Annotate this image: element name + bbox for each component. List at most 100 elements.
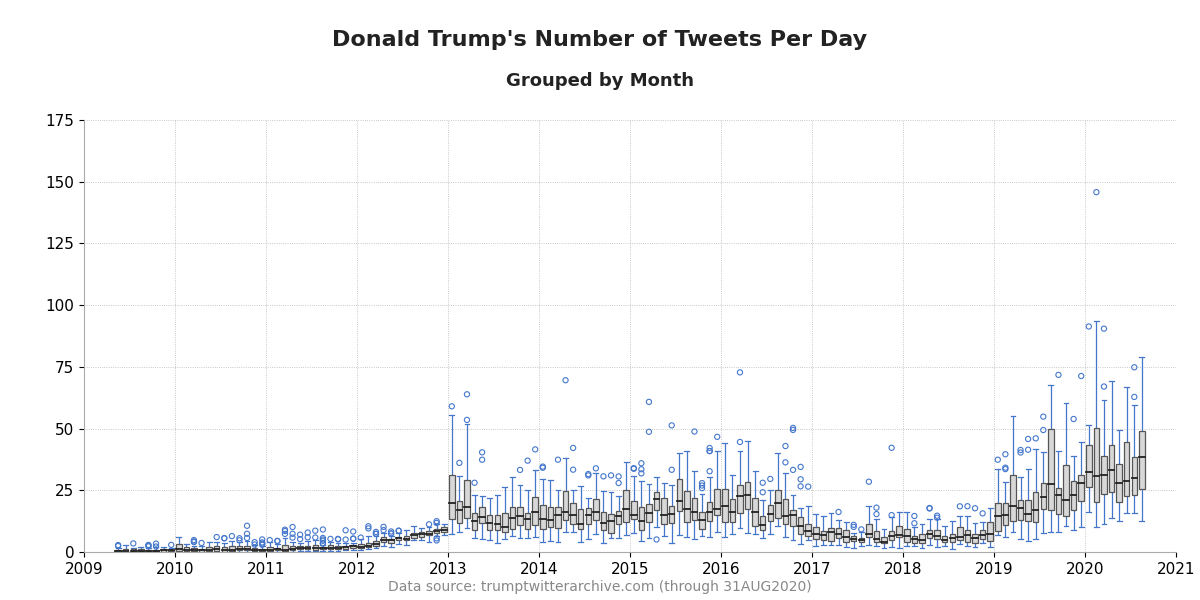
- Bar: [122, 549, 128, 551]
- Point: [306, 533, 325, 542]
- Point: [139, 542, 158, 551]
- Point: [928, 513, 947, 523]
- Bar: [184, 547, 190, 551]
- Bar: [1040, 483, 1046, 509]
- Point: [329, 535, 348, 544]
- Point: [139, 541, 158, 550]
- Point: [1124, 392, 1144, 402]
- Point: [336, 535, 355, 544]
- Point: [950, 502, 970, 511]
- Point: [564, 443, 583, 453]
- Bar: [782, 499, 788, 524]
- Point: [306, 526, 325, 535]
- Point: [366, 529, 385, 539]
- Bar: [1063, 466, 1069, 517]
- Bar: [214, 546, 220, 551]
- Point: [374, 522, 394, 532]
- Point: [996, 463, 1015, 472]
- Point: [185, 536, 204, 546]
- Point: [556, 376, 575, 385]
- Point: [754, 487, 773, 497]
- Point: [920, 503, 940, 513]
- Point: [329, 534, 348, 544]
- Point: [427, 536, 446, 545]
- Point: [1087, 187, 1106, 197]
- Bar: [168, 550, 174, 551]
- Bar: [1139, 431, 1145, 489]
- Bar: [540, 505, 546, 529]
- Point: [162, 540, 181, 550]
- Point: [708, 432, 727, 442]
- Point: [1124, 362, 1144, 372]
- Point: [108, 541, 127, 551]
- Point: [230, 535, 250, 545]
- Point: [799, 482, 818, 491]
- Bar: [403, 536, 409, 541]
- Point: [631, 464, 650, 474]
- Text: Grouped by Month: Grouped by Month: [506, 72, 694, 90]
- Point: [313, 524, 332, 534]
- Point: [238, 521, 257, 530]
- Bar: [366, 542, 371, 547]
- Point: [450, 458, 469, 467]
- Point: [700, 446, 719, 456]
- Point: [359, 521, 378, 531]
- Point: [920, 503, 940, 513]
- Point: [692, 481, 712, 490]
- Point: [139, 540, 158, 550]
- Point: [731, 368, 750, 377]
- Point: [298, 528, 317, 538]
- Point: [640, 397, 659, 407]
- Point: [784, 423, 803, 433]
- Bar: [601, 512, 606, 530]
- Bar: [874, 531, 880, 542]
- Point: [146, 539, 166, 548]
- Bar: [524, 514, 530, 529]
- Point: [973, 509, 992, 518]
- Point: [290, 535, 310, 544]
- Point: [866, 503, 886, 512]
- Bar: [358, 544, 364, 548]
- Bar: [131, 549, 136, 551]
- Bar: [647, 504, 652, 522]
- Bar: [714, 489, 720, 515]
- Bar: [259, 549, 265, 551]
- Point: [275, 525, 294, 535]
- Bar: [912, 536, 917, 544]
- Bar: [700, 512, 704, 529]
- Bar: [305, 545, 311, 550]
- Bar: [570, 503, 576, 524]
- Bar: [328, 545, 334, 549]
- Bar: [442, 527, 446, 532]
- Bar: [851, 536, 857, 541]
- Point: [230, 533, 250, 543]
- Bar: [866, 524, 871, 536]
- Bar: [487, 515, 492, 530]
- Bar: [821, 530, 826, 541]
- Point: [594, 472, 613, 481]
- Bar: [972, 534, 978, 544]
- Point: [1010, 445, 1030, 455]
- Point: [647, 535, 666, 544]
- Point: [366, 527, 385, 537]
- Bar: [814, 527, 818, 539]
- Point: [776, 458, 796, 467]
- Point: [275, 526, 294, 536]
- Point: [958, 502, 977, 511]
- Bar: [1132, 457, 1138, 494]
- Point: [533, 463, 552, 473]
- Point: [215, 533, 234, 543]
- Bar: [199, 549, 204, 551]
- Bar: [335, 547, 341, 549]
- Point: [685, 427, 704, 436]
- Bar: [828, 527, 834, 541]
- Bar: [949, 534, 955, 542]
- Point: [1079, 322, 1098, 331]
- Bar: [245, 545, 250, 550]
- Bar: [1033, 493, 1038, 522]
- Point: [526, 445, 545, 454]
- Bar: [1018, 500, 1024, 520]
- Point: [533, 462, 552, 472]
- Point: [382, 529, 401, 538]
- Point: [548, 455, 568, 464]
